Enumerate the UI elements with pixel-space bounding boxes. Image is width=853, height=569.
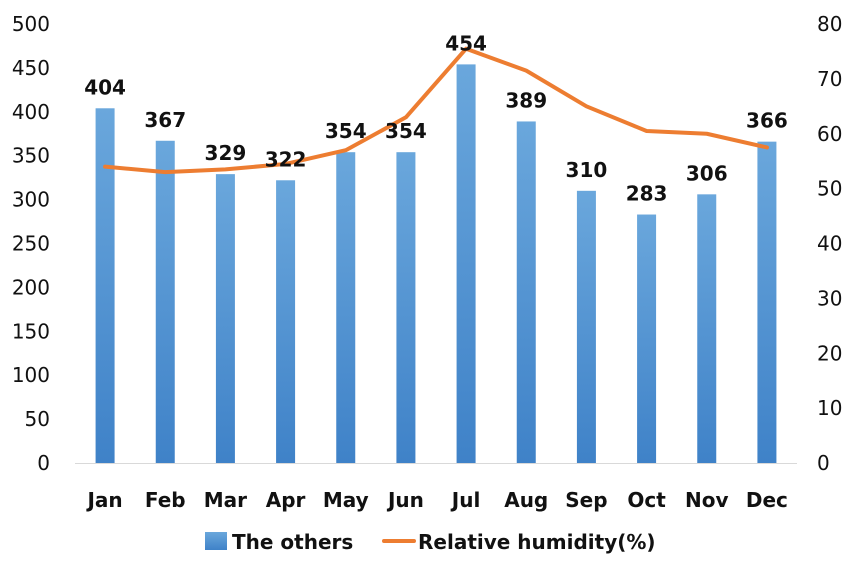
x-tick-label: Oct [627,488,666,512]
bar [697,194,717,463]
bar [336,152,356,464]
y-left-tick-label: 150 [12,319,50,343]
bar-data-label: 310 [566,158,608,182]
y-left-tick-label: 400 [12,100,50,124]
y-left-tick-label: 200 [12,275,50,299]
y-right-tick-label: 10 [817,396,842,420]
y-right-tick-label: 70 [817,67,842,91]
bar-data-label: 329 [205,141,247,165]
x-tick-label: Jun [386,488,424,512]
y-left-tick-label: 500 [12,12,50,36]
bar [396,152,416,464]
bar-data-label: 404 [84,75,126,99]
y-right-tick-label: 0 [817,451,830,475]
bar [757,141,777,464]
x-tick-label: Dec [746,488,788,512]
axes: 0 50 100 150 200 250 300 350 400 450 500 0 10 20 30 40 5… [12,12,843,512]
legend-swatch-bar [205,532,227,550]
y-left-tick-label: 250 [12,232,50,256]
bar [637,214,657,463]
bar-data-label: 354 [385,119,427,143]
legend-label-line: Relative humidity(%) [418,530,656,554]
bar [276,180,296,463]
legend-label-bar: The others [232,530,353,554]
x-tick-label: Feb [145,488,186,512]
y-right-tick-label: 50 [817,177,842,201]
y-right-tick-label: 40 [817,232,842,256]
y-right-tick-label: 30 [817,286,842,310]
line-series [103,46,769,175]
bar-data-label: 366 [746,109,788,133]
legend: The others Relative humidity(%) [205,530,656,554]
bar [576,190,596,463]
bar-data-label: 367 [144,108,186,132]
x-tick-label: Jan [85,488,122,512]
y-left-tick-label: 300 [12,188,50,212]
bar [95,108,115,464]
bar [215,174,235,463]
bar-series [95,64,777,464]
humidity-line [103,46,769,175]
x-tick-label: Nov [685,488,729,512]
bar [155,140,175,464]
y-left-tick-label: 0 [37,451,50,475]
bar-data-label: 354 [325,119,367,143]
y-left-tick-label: 350 [12,144,50,168]
bar-data-label: 306 [686,161,728,185]
y-left-tick-label: 50 [25,407,50,431]
x-tick-label: Mar [204,488,247,512]
y-left-tick-label: 450 [12,56,50,80]
x-tick-label: May [323,488,369,512]
x-tick-label: Apr [266,488,306,512]
bar-data-label: 283 [626,182,668,206]
y-left-tick-label: 100 [12,363,50,387]
x-tick-label: Aug [504,488,548,512]
bar-data-label: 322 [265,147,307,171]
y-right-tick-label: 60 [817,122,842,146]
bar [456,64,476,463]
bar-data-label: 389 [505,88,547,112]
y-right-tick-label: 20 [817,341,842,365]
bar-data-label: 454 [445,31,487,55]
bar [516,121,536,463]
data-labels: 404 367 329 322 354 354 454 389 310 283 306 366 [84,31,788,205]
x-tick-label: Jul [450,488,481,512]
x-tick-label: Sep [565,488,607,512]
y-right-tick-label: 80 [817,12,842,36]
